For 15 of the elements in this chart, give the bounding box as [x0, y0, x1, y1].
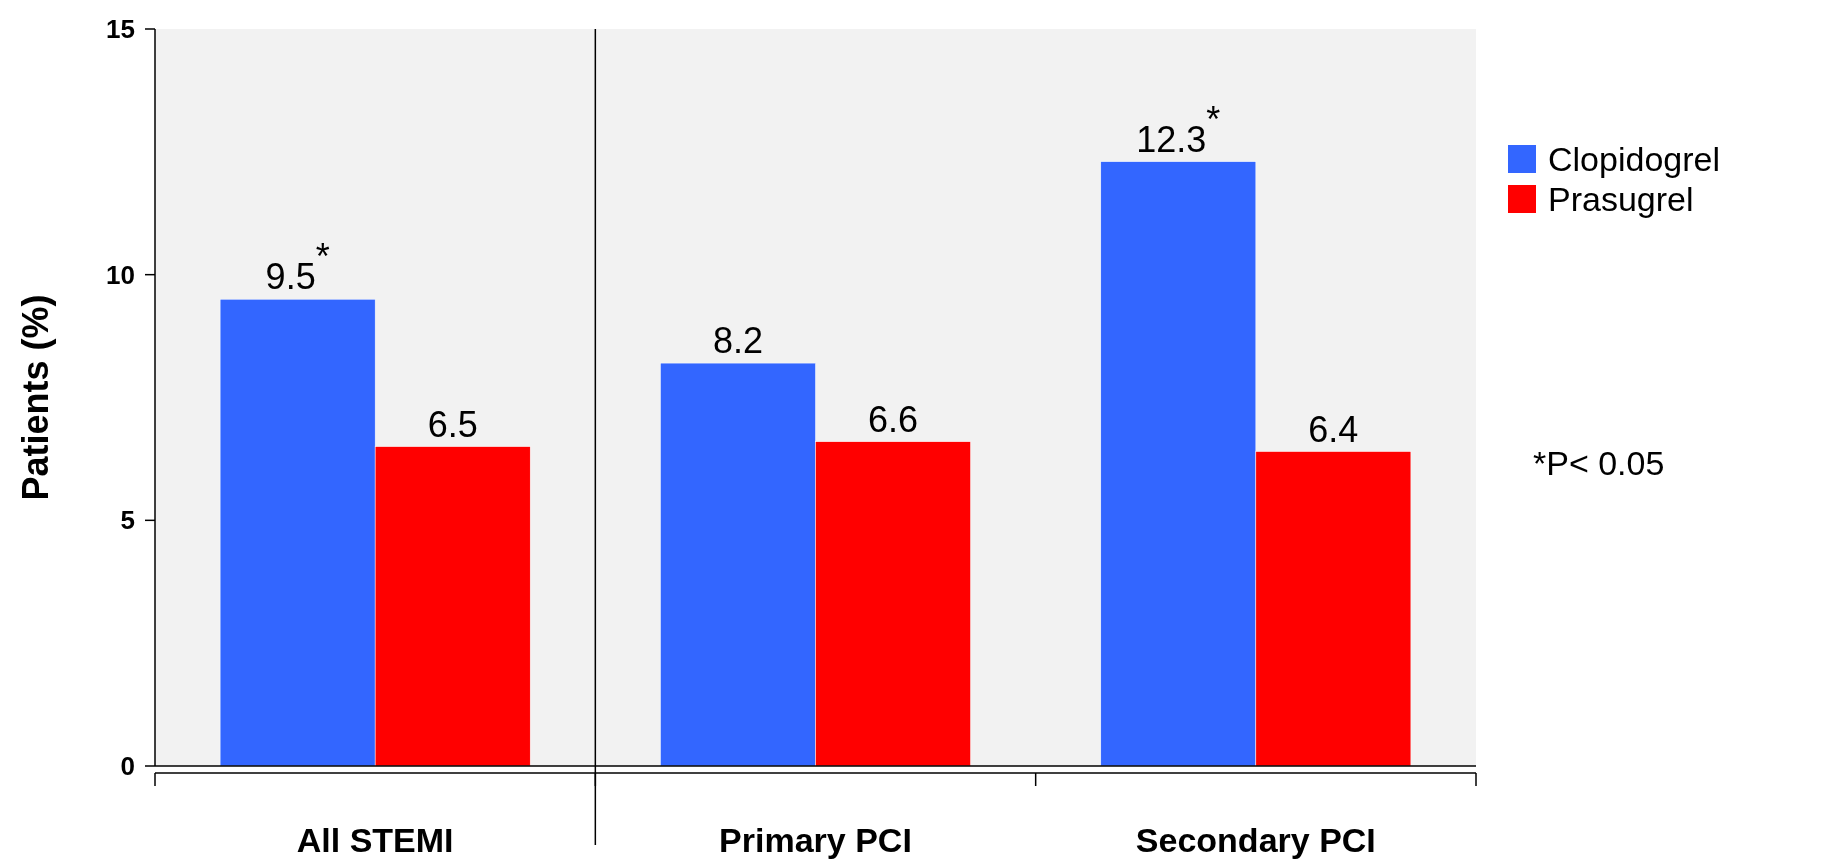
- x-tick-label: Secondary PCI: [1135, 821, 1376, 859]
- y-tick-label: 10: [106, 259, 135, 290]
- legend-label: Clopidogrel: [1548, 139, 1720, 178]
- data-label: 6.6: [868, 398, 919, 440]
- legend-label: Prasugrel: [1548, 179, 1694, 218]
- y-tick-label: 5: [120, 505, 135, 536]
- data-label: 6.5: [427, 403, 478, 445]
- text: *P< 0.05: [1533, 443, 1665, 482]
- data-label: 8.2: [712, 320, 763, 362]
- data-label: 6.4: [1308, 408, 1359, 450]
- y-axis-title: Patients (%): [15, 294, 56, 501]
- x-tick-label: Primary PCI: [719, 821, 912, 859]
- y-tick-label: 0: [120, 751, 135, 782]
- x-tick-label: All STEMI: [296, 821, 454, 859]
- y-tick-label: 15: [106, 14, 135, 45]
